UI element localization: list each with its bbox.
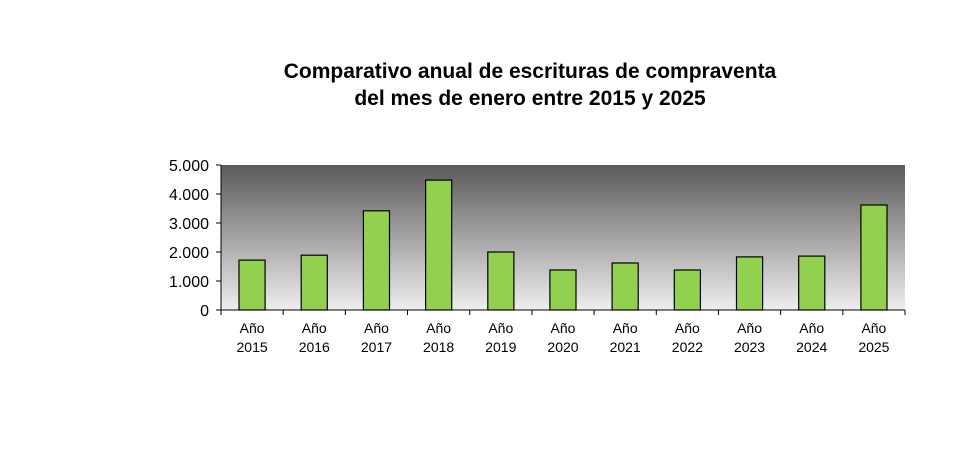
category-label: Año xyxy=(861,320,886,336)
category-label: 2016 xyxy=(299,339,330,355)
category-label: Año xyxy=(364,320,389,336)
chart-title-line2: del mes de enero entre 2015 y 2025 xyxy=(354,87,706,110)
bar-series xyxy=(238,179,888,311)
category-label: 2020 xyxy=(547,339,578,355)
category-label: Año xyxy=(675,320,700,336)
chart-title-line1: Comparativo anual de escrituras de compr… xyxy=(283,60,777,83)
category-label: Año xyxy=(426,320,451,336)
category-label: Año xyxy=(302,320,327,336)
y-tick-label: 5.000 xyxy=(169,158,209,175)
bar xyxy=(673,269,701,311)
category-label: Año xyxy=(737,320,762,336)
chart-title: Comparativo anual de escrituras de compr… xyxy=(0,58,956,112)
bar xyxy=(549,269,577,311)
bar xyxy=(798,255,826,311)
y-tick-label: 4.000 xyxy=(169,187,209,204)
category-label: Año xyxy=(551,320,576,336)
category-label: 2025 xyxy=(858,339,889,355)
category-labels: Año 2015 Año 2016 Año 2017 Año 2018 Año 2019 Año 20… xyxy=(237,320,890,355)
bar xyxy=(611,262,639,311)
bar xyxy=(425,179,453,311)
y-tick-label: 3.000 xyxy=(169,216,209,233)
category-label: 2024 xyxy=(796,339,827,355)
category-label: 2019 xyxy=(485,339,516,355)
bar xyxy=(300,254,328,311)
category-label: Año xyxy=(488,320,513,336)
x-axis xyxy=(220,309,906,315)
category-label: Año xyxy=(799,320,824,336)
y-tick-label: 0 xyxy=(200,303,209,320)
category-label: 2015 xyxy=(237,339,268,355)
category-label: 2023 xyxy=(734,339,765,355)
y-tick-label: 2.000 xyxy=(169,245,209,262)
category-label: Año xyxy=(240,320,265,336)
category-label: 2017 xyxy=(361,339,392,355)
category-label: 2021 xyxy=(610,339,641,355)
y-axis: 0 1.000 2.000 3.000 4.000 5.000 xyxy=(169,158,222,320)
y-tick-label: 1.000 xyxy=(169,274,209,291)
bar xyxy=(860,204,888,311)
category-label: 2022 xyxy=(672,339,703,355)
bar xyxy=(735,256,764,311)
bar xyxy=(238,259,266,311)
bar xyxy=(487,251,515,311)
category-label: 2018 xyxy=(423,339,454,355)
bar xyxy=(362,210,391,311)
category-label: Año xyxy=(613,320,638,336)
